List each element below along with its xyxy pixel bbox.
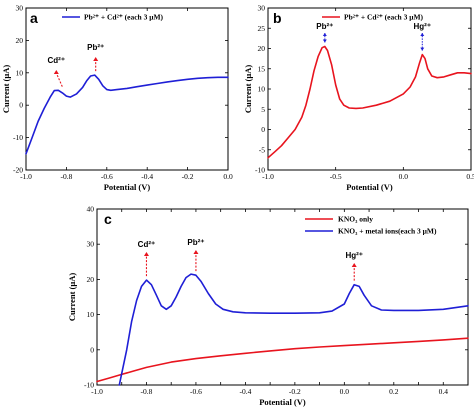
y-tick-label: 20 [16,36,24,45]
series-line-1 [96,337,469,383]
peak-label: Pb²⁺ [87,43,104,52]
x-tick-label: 0.0 [399,172,409,181]
x-tick-label: 0.0 [223,172,233,181]
y-tick-label: 10 [16,68,24,77]
x-tick-label: -0.5 [330,172,342,181]
peak-label: Pb²⁺ [187,238,204,247]
x-axis-label: Potential (V) [259,397,306,407]
y-tick-label: 20 [258,44,266,53]
series-line-2 [118,273,469,386]
peak-label: Cd²⁺ [48,56,66,65]
x-tick-label: -0.4 [141,172,153,181]
chart-panel-a: -1.0 -0.8 -0.6 -0.4 -0.2 0.0 -20 -10 0 10 20 30 Pote… [1,4,233,193]
x-tick-label: -0.6 [190,387,202,396]
y-tick-label: 0 [19,101,23,110]
y-tick-label: 5 [261,105,265,114]
y-axis-label: Current (μA) [67,273,77,322]
peak-label: Pb²⁺ [316,22,333,31]
y-tick-label: 0 [261,125,265,134]
peak-arrow-head [322,39,327,43]
y-tick-label: 30 [258,4,266,13]
legend-label: KNO₃ + metal ions(each 3 μM) [338,227,437,236]
chart-panel-b: -1.0 -0.5 0.0 0.5 -10 -5 0 5 10 15 20 25 30 Potential… [243,4,474,193]
peak-label: Cd²⁺ [138,240,156,249]
peak-arrow-head [420,33,425,36]
y-tick-label: 20 [87,275,95,284]
y-tick-label: -10 [255,166,265,175]
x-axis-label: Potential (V) [346,182,393,192]
x-tick-label: -0.4 [239,387,251,396]
peak-label: Hg²⁺ [345,251,363,260]
y-axis-label: Current (μA) [243,65,253,114]
y-tick-label: 30 [16,4,24,13]
series-line-1 [267,45,472,159]
peak-arrow-head [351,263,357,267]
y-tick-label: 15 [258,64,266,73]
x-tick-label: 0.2 [389,387,399,396]
peak-arrow-head [322,33,327,36]
panel-letter: c [104,211,112,227]
peak-arrow-head [143,252,149,256]
y-axis-label: Current (μA) [1,65,11,114]
x-tick-label: 0.5 [466,172,474,181]
y-tick-label: 40 [87,205,95,214]
x-tick-label: -1.0 [20,172,32,181]
legend-label: KNO₃ only [338,215,373,224]
plot-frame [25,7,229,171]
x-tick-label: 0.4 [439,387,449,396]
peak-arrow-head [193,250,199,254]
y-tick-label: 25 [258,24,266,33]
x-tick-label: -0.2 [289,387,301,396]
peak-arrow-head [420,47,425,51]
x-axis-label: Potential (V) [104,182,151,192]
plot-frame [96,208,469,386]
peak-arrow-head [53,70,59,74]
peak-label: Hg²⁺ [413,22,431,31]
y-tick-label: 0 [90,345,94,354]
legend-label: Pb²⁺ + Cd²⁺ (each 3 μM) [84,13,164,22]
panel-letter: a [30,10,38,26]
peak-arrow-head [93,57,99,61]
legend-label: Pb²⁺ + Cd²⁺ (each 3 μM) [344,13,424,22]
y-tick-label: -5 [259,145,265,154]
x-tick-label: -1.0 [262,172,274,181]
x-tick-label: -0.2 [182,172,194,181]
y-tick-label: -10 [13,133,23,142]
x-tick-label: -0.8 [141,387,153,396]
x-tick-label: -0.6 [101,172,113,181]
y-tick-label: 10 [258,85,266,94]
y-tick-label: 10 [87,310,95,319]
x-tick-label: -1.0 [91,387,103,396]
peak-arrow [55,72,63,87]
chart-panel-c: -1.0 -0.8 -0.6 -0.4 -0.2 0.0 0.2 0.4 -10 0 10 20 30 4… [67,205,469,407]
x-tick-label: -0.8 [60,172,72,181]
x-tick-label: 0.0 [340,387,350,396]
plot-frame [267,7,472,171]
panel-letter: b [273,10,282,26]
y-tick-label: -10 [84,381,94,390]
y-tick-label: -20 [13,166,23,175]
y-tick-label: 30 [87,240,95,249]
series-line-1 [25,74,229,155]
